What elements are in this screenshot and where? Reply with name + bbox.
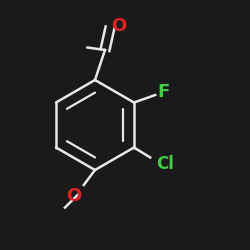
- Text: F: F: [157, 83, 170, 101]
- Text: Cl: Cl: [156, 155, 174, 173]
- Text: O: O: [66, 187, 82, 205]
- Text: O: O: [111, 17, 126, 35]
